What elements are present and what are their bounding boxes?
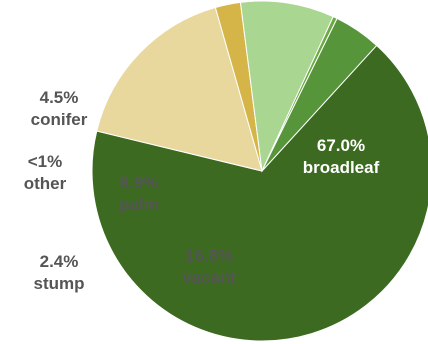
slice-label-stump-name: stump: [34, 274, 85, 293]
pie-slice-vacant: [96, 6, 263, 172]
pie-slices: [91, 0, 428, 342]
slice-label-conifer-percent: 4.5%: [40, 88, 79, 107]
slice-label-palm: 8.9% palm: [119, 173, 159, 214]
slice-label-vacant: 16.8% vacant: [182, 246, 236, 287]
slice-label-broadleaf: 67.0% broadleaf: [303, 136, 380, 177]
slice-label-vacant-name: vacant: [182, 268, 236, 287]
slice-label-conifer-name: conifer: [31, 110, 88, 129]
pie-slice-broadleaf: [91, 44, 428, 342]
slice-label-other: <1% other: [24, 152, 67, 193]
slice-label-other-name: other: [24, 174, 67, 193]
slice-label-palm-percent: 8.9%: [120, 173, 159, 192]
slice-label-palm-name: palm: [119, 195, 159, 214]
pie-labels: 67.0% broadleaf 16.8% vacant 2.4% stump 8.9% pa…: [24, 88, 380, 293]
slice-label-stump-percent: 2.4%: [40, 252, 79, 271]
pie-slice-conifer: [261, 17, 378, 172]
slice-label-other-percent: <1%: [28, 152, 63, 171]
slice-label-conifer: 4.5% conifer: [31, 88, 88, 129]
slice-label-broadleaf-percent: 67.0%: [317, 136, 365, 155]
slice-label-stump: 2.4% stump: [34, 252, 85, 293]
slice-label-broadleaf-name: broadleaf: [303, 158, 380, 177]
slice-label-vacant-percent: 16.8%: [185, 246, 233, 265]
pie-slice-palm: [239, 0, 334, 173]
